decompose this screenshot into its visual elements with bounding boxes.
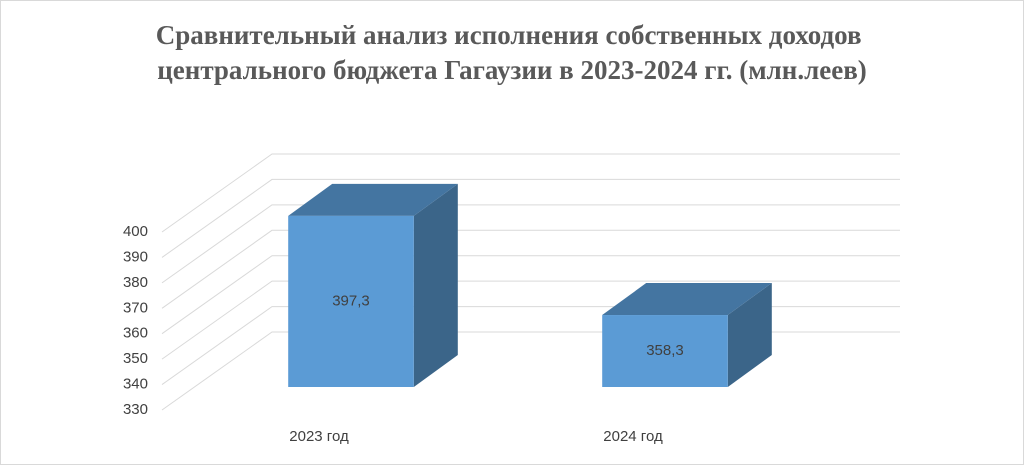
y-tick-label: 330 bbox=[123, 401, 148, 418]
y-tick-label: 360 bbox=[123, 325, 148, 342]
bar bbox=[288, 215, 414, 387]
grid-line bbox=[161, 153, 900, 233]
chart-title-line: Сравнительный анализ исполнения собствен… bbox=[156, 20, 862, 50]
grid-line bbox=[161, 204, 900, 284]
chart-title-line: центрального бюджета Гагаузии в 2023-202… bbox=[157, 55, 867, 85]
grid-line bbox=[161, 255, 900, 335]
x-tick-label: 2024 год bbox=[603, 428, 663, 445]
bar-side bbox=[727, 283, 772, 387]
data-label: 397,3 bbox=[332, 292, 370, 309]
grid-line bbox=[161, 280, 900, 360]
chart-title: Сравнительный анализ исполнения собствен… bbox=[156, 20, 869, 85]
bar-top bbox=[288, 183, 458, 216]
y-tick-label: 370 bbox=[123, 299, 148, 316]
y-tick-label: 400 bbox=[123, 223, 148, 240]
y-tick-label: 380 bbox=[123, 274, 148, 291]
y-tick-label: 350 bbox=[123, 350, 148, 367]
bar-side bbox=[413, 183, 458, 387]
y-tick-label: 340 bbox=[123, 376, 148, 393]
grid-line bbox=[161, 178, 900, 258]
bar-top bbox=[602, 283, 772, 316]
bar bbox=[602, 315, 728, 387]
grid-line bbox=[161, 229, 900, 309]
y-tick-label: 390 bbox=[123, 248, 148, 265]
x-tick-label: 2023 год bbox=[289, 428, 349, 445]
data-label: 358,3 bbox=[646, 342, 684, 359]
